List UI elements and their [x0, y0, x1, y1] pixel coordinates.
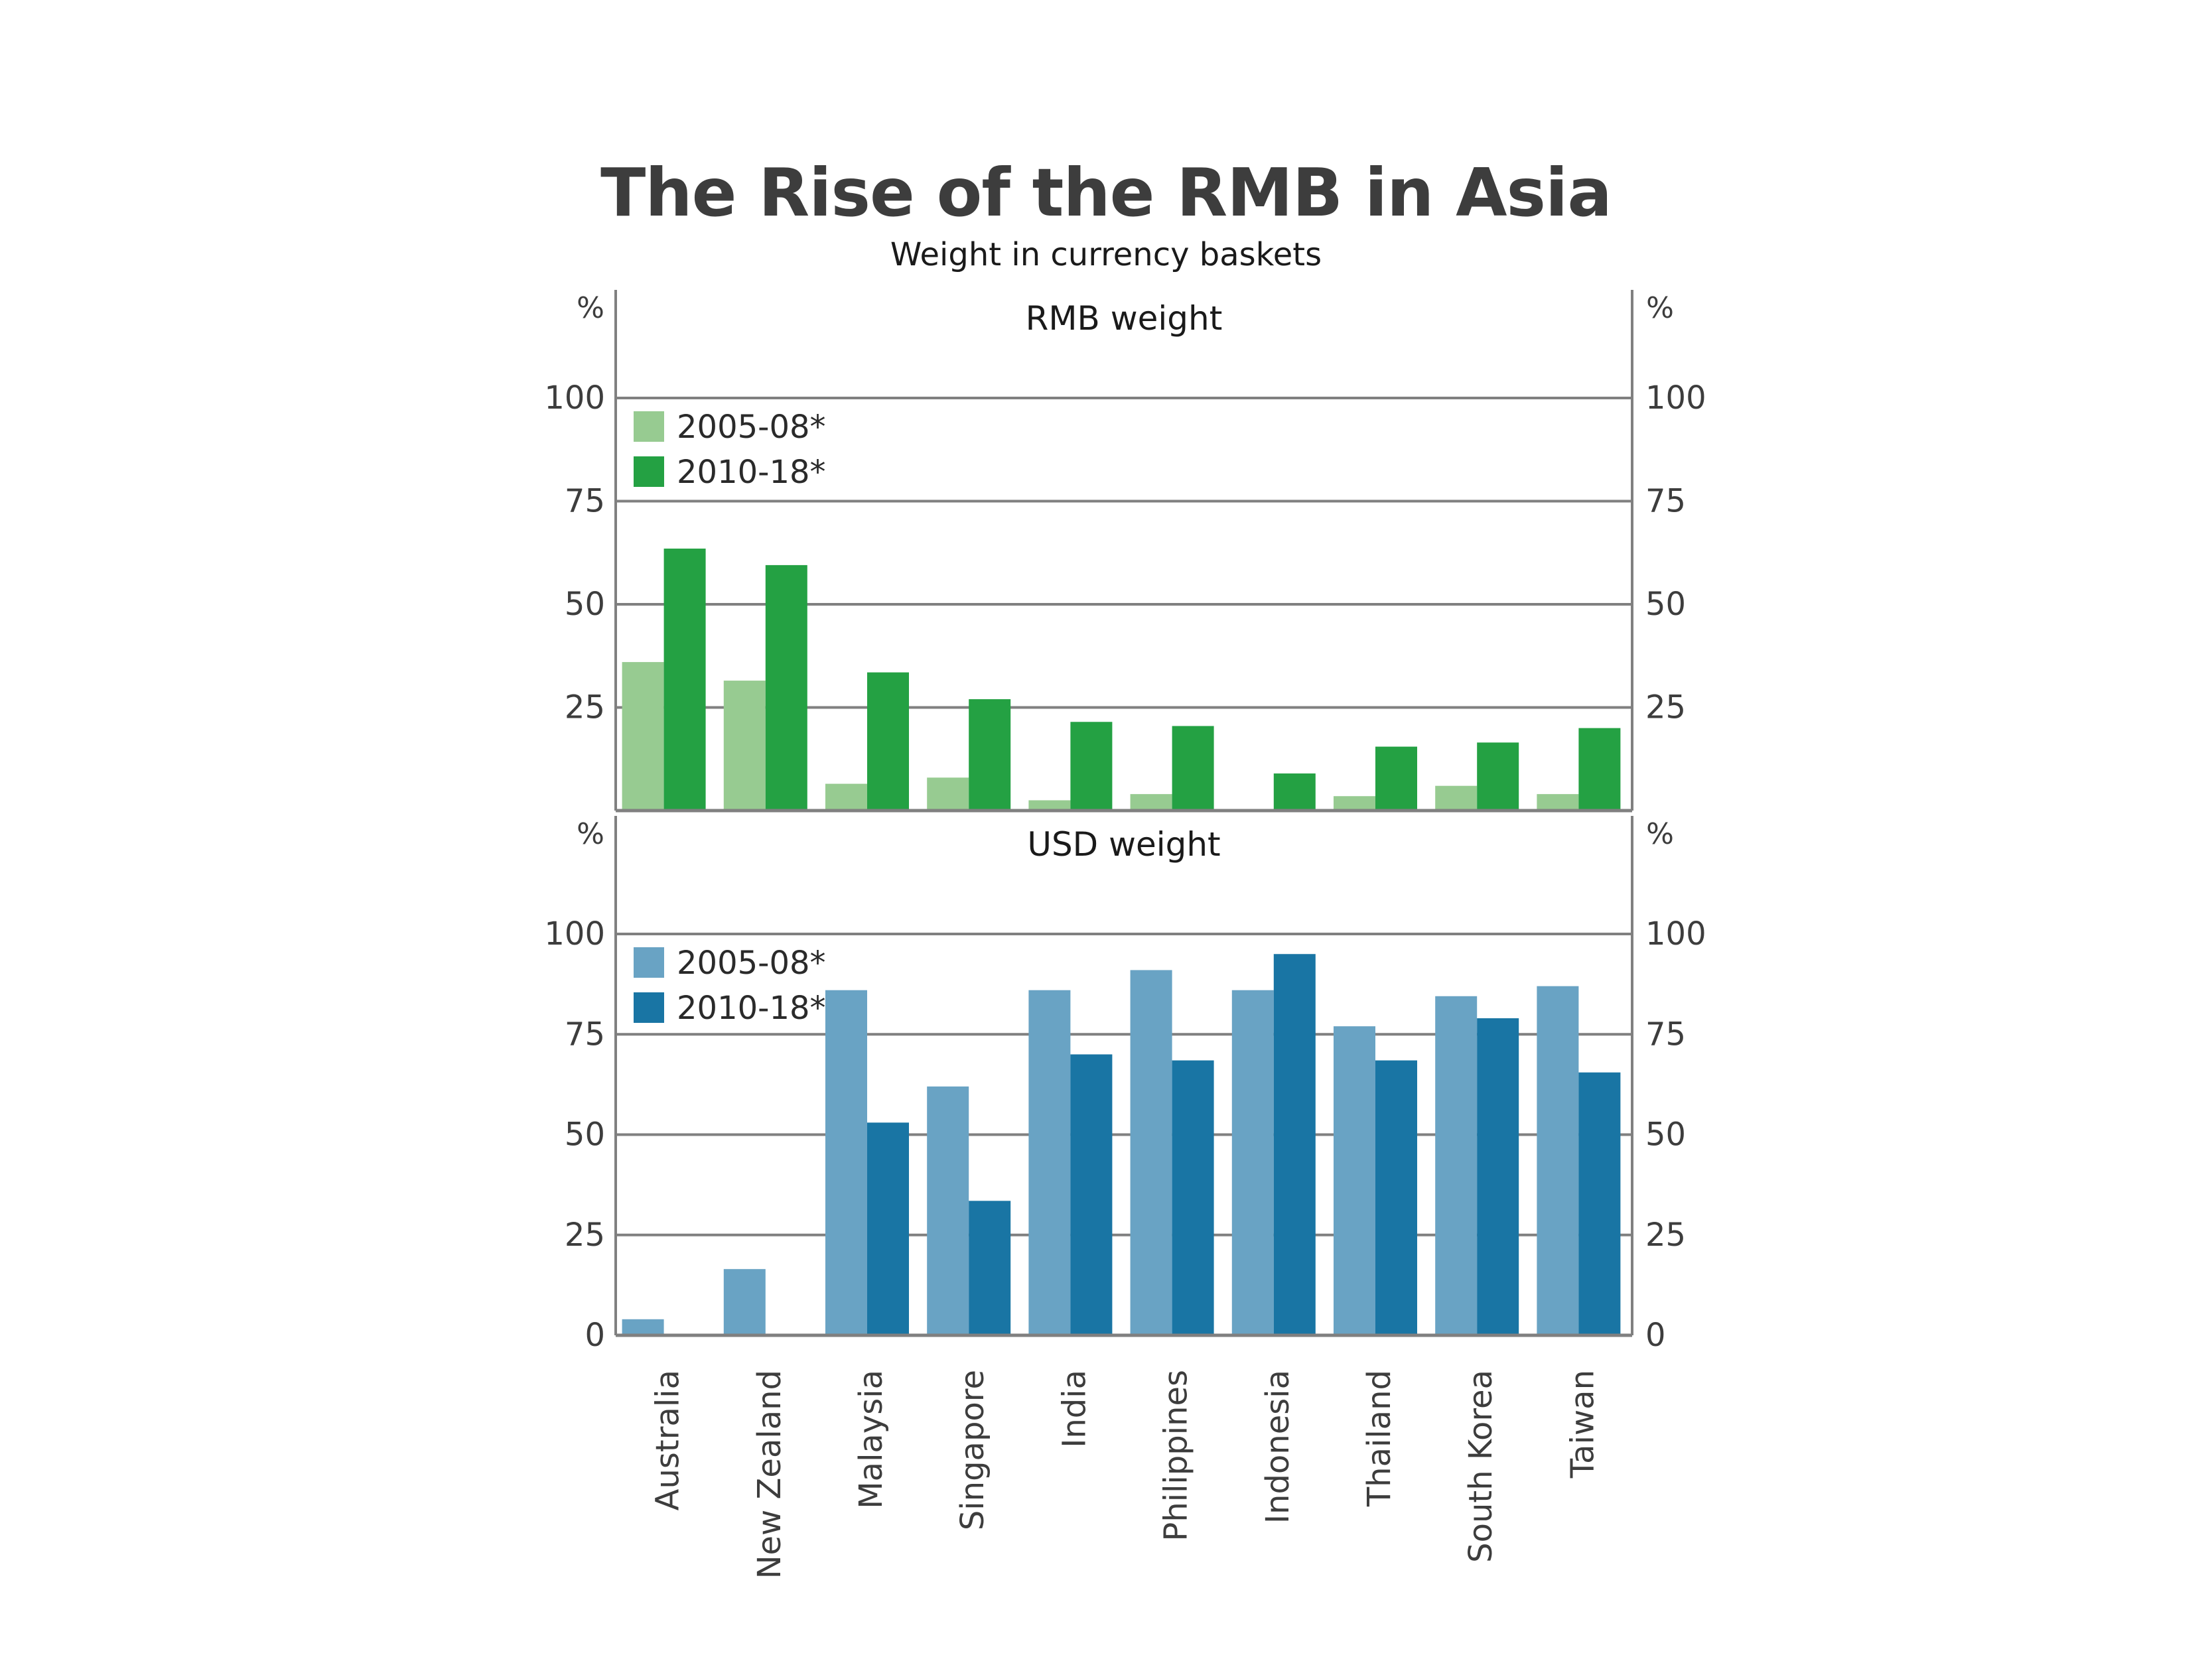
usd-bar — [1537, 986, 1579, 1335]
rmb-legend-swatch — [634, 456, 664, 487]
usd-bar — [1028, 990, 1071, 1335]
rmb-tick-label-right: 25 — [1645, 689, 1686, 726]
usd-bar — [867, 1122, 909, 1335]
rmb-bar — [1070, 722, 1113, 811]
usd-tick-label-right: 50 — [1645, 1116, 1686, 1154]
usd-tick-label-left: 75 — [565, 1016, 605, 1053]
rmb-legend-swatch — [634, 411, 664, 442]
category-label: Indonesia — [1259, 1370, 1296, 1524]
rmb-bar — [969, 699, 1011, 811]
usd-bar — [1130, 970, 1172, 1335]
usd-bar — [1070, 1054, 1113, 1335]
rmb-tick-label-right: 75 — [1645, 483, 1686, 520]
usd-unit-label-right: % — [1646, 817, 1674, 851]
rmb-bar — [1537, 794, 1579, 811]
usd-tick-label-right: 0 — [1645, 1317, 1666, 1354]
usd-tick-label-left: 100 — [544, 915, 605, 953]
rmb-unit-label-left: % — [577, 291, 604, 325]
rmb-bar — [1375, 746, 1417, 811]
rmb-bar — [723, 681, 766, 811]
rmb-panel-title: RMB weight — [1026, 299, 1223, 338]
rmb-legend-label: 2010-18* — [677, 454, 826, 491]
usd-bar — [1477, 1018, 1519, 1335]
usd-bar — [1375, 1060, 1417, 1335]
usd-bar — [1231, 990, 1274, 1335]
usd-legend-label: 2005-08* — [677, 945, 826, 982]
rmb-tick-label-left: 75 — [565, 483, 605, 520]
usd-legend-label: 2010-18* — [677, 990, 826, 1027]
rmb-bar — [1273, 773, 1316, 811]
rmb-bar — [663, 549, 706, 811]
rmb-tick-label-right: 100 — [1645, 379, 1706, 417]
chart-subtitle: Weight in currency baskets — [890, 236, 1322, 273]
rmb-tick-label-right: 50 — [1645, 586, 1686, 623]
category-label: Thailand — [1361, 1370, 1398, 1507]
category-label: India — [1056, 1370, 1093, 1448]
usd-bar — [1435, 996, 1478, 1335]
rmb-bar — [622, 662, 664, 811]
rmb-bar — [1028, 800, 1071, 811]
rmb-legend-label: 2005-08* — [677, 409, 826, 446]
category-label: Australia — [650, 1370, 687, 1510]
usd-tick-label-right: 100 — [1645, 915, 1706, 953]
rmb-tick-label-left: 50 — [565, 586, 605, 623]
rmb-bar — [867, 672, 909, 811]
category-label: Philippines — [1158, 1370, 1195, 1542]
usd-legend-swatch — [634, 947, 664, 978]
usd-panel-title: USD weight — [1027, 825, 1220, 864]
usd-bar — [1578, 1072, 1621, 1335]
rmb-unit-label-right: % — [1646, 291, 1674, 325]
usd-tick-label-left: 0 — [585, 1317, 605, 1354]
usd-bar — [825, 990, 867, 1335]
rmb-bar — [1578, 728, 1621, 811]
rmb-bar — [1172, 726, 1214, 811]
usd-unit-label-left: % — [577, 817, 604, 851]
rmb-bar — [765, 564, 807, 811]
usd-tick-label-right: 25 — [1645, 1217, 1686, 1254]
usd-tick-label-left: 50 — [565, 1116, 605, 1154]
rmb-bar — [1477, 742, 1519, 811]
rmb-bar — [1435, 785, 1478, 811]
usd-tick-label-right: 75 — [1645, 1016, 1686, 1053]
usd-tick-label-left: 25 — [565, 1217, 605, 1254]
category-label: Singapore — [954, 1370, 991, 1530]
rmb-tick-label-left: 100 — [544, 379, 605, 417]
category-label: Taiwan — [1564, 1370, 1601, 1479]
usd-bar — [1334, 1026, 1375, 1335]
rmb-bar — [1334, 796, 1375, 811]
usd-bar — [927, 1086, 969, 1335]
rmb-tick-label-left: 25 — [565, 689, 605, 726]
rmb-bar — [825, 783, 867, 811]
rmb-bar — [927, 777, 969, 811]
usd-bar — [1172, 1060, 1214, 1335]
rmb-bar — [1130, 794, 1172, 811]
chart-title: The Rise of the RMB in Asia — [600, 154, 1612, 232]
usd-bar — [1273, 954, 1316, 1335]
category-label: New Zealand — [751, 1370, 788, 1579]
usd-bar — [723, 1269, 766, 1335]
category-label: South Korea — [1462, 1370, 1499, 1563]
usd-bar — [622, 1319, 664, 1335]
category-label: Malaysia — [853, 1370, 890, 1509]
usd-legend-swatch — [634, 992, 664, 1023]
usd-bar — [969, 1201, 1011, 1335]
